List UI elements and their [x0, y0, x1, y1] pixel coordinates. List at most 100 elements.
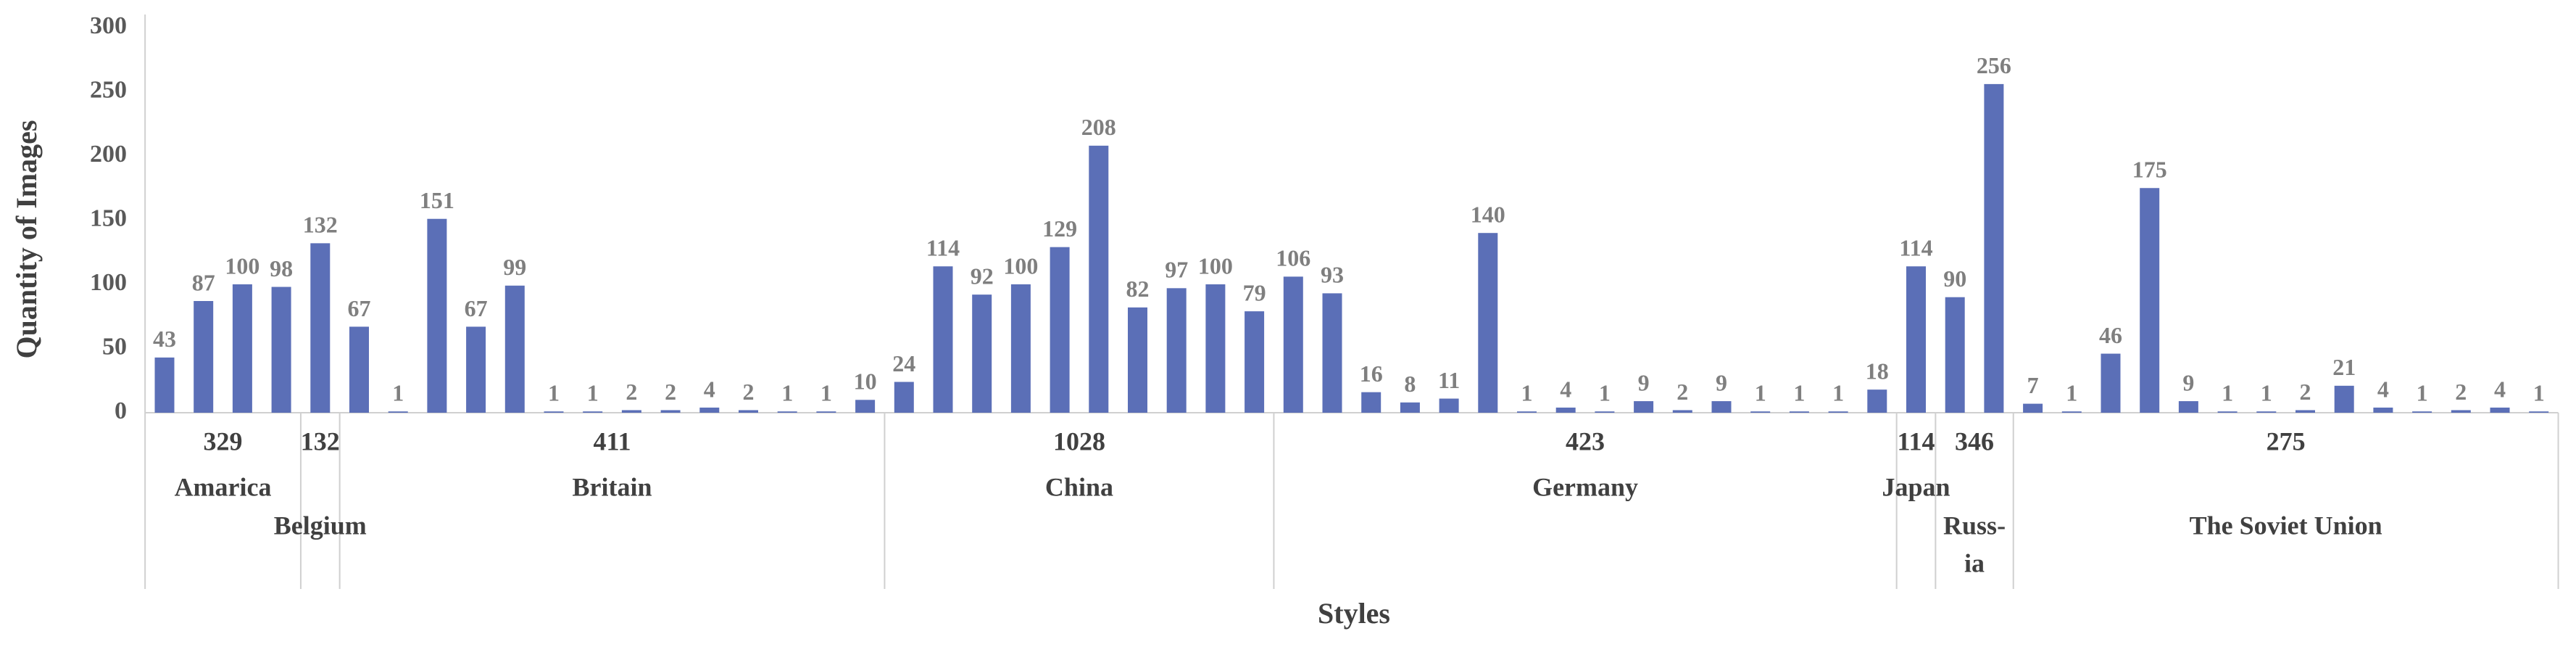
value-label: 92: [971, 263, 994, 289]
bar: [1128, 307, 1147, 413]
value-label: 1: [2417, 380, 2428, 406]
bar: [2529, 411, 2549, 413]
bar: [1245, 311, 1265, 413]
bar: [349, 326, 369, 413]
value-label: 175: [2132, 157, 2167, 183]
bar: [2061, 411, 2082, 413]
value-label: 4: [2377, 376, 2389, 402]
group-name: Belgium: [274, 511, 367, 540]
value-label: 87: [192, 269, 215, 295]
y-tick-label: 200: [90, 141, 127, 168]
bar: [1984, 83, 2004, 413]
bar: [2412, 411, 2432, 413]
bar: [466, 326, 486, 413]
bar: [660, 410, 681, 413]
value-label: 151: [420, 187, 454, 213]
bar: [2140, 188, 2160, 413]
y-tick-label: 150: [90, 205, 127, 231]
value-label: 2: [2455, 379, 2467, 405]
group-total: 114: [1897, 426, 1935, 456]
value-label: 4: [1560, 376, 1571, 402]
bar: [1750, 411, 1771, 413]
value-label: 9: [1638, 369, 1650, 395]
bar: [1867, 390, 1887, 413]
bar: [388, 411, 408, 413]
group-total: 411: [594, 426, 631, 456]
bar: [1400, 402, 1420, 413]
value-label: 1: [2533, 380, 2545, 406]
bar: [1322, 293, 1342, 413]
bar: [1517, 411, 1537, 413]
bar: [544, 411, 564, 413]
value-label: 129: [1042, 215, 1077, 242]
value-label: 114: [926, 235, 960, 261]
value-label: 4: [704, 376, 715, 402]
group-name: ia: [1964, 548, 1985, 577]
group-total: 275: [2267, 426, 2306, 456]
value-label: 43: [153, 326, 176, 352]
value-label: 11: [1438, 367, 1460, 393]
value-label: 1: [820, 380, 832, 406]
bar: [894, 382, 914, 413]
value-label: 1: [1755, 380, 1766, 406]
bar: [1906, 266, 1926, 413]
value-label: 100: [1198, 252, 1233, 279]
value-label: 9: [1716, 369, 1727, 395]
value-label: 2: [665, 379, 676, 405]
value-label: 1: [2222, 380, 2233, 406]
bar: [1789, 411, 1809, 413]
value-label: 208: [1081, 114, 1116, 140]
value-label: 1: [781, 380, 793, 406]
bar: [154, 357, 175, 413]
value-label: 1: [1832, 380, 1844, 406]
value-label: 10: [854, 368, 877, 395]
group-name: Amarica: [175, 472, 272, 501]
value-label: 1: [2066, 380, 2077, 406]
y-tick-label: 100: [90, 269, 127, 296]
value-label: 2: [1677, 379, 1688, 405]
bar: [1166, 288, 1187, 413]
bar: [427, 218, 447, 413]
value-label: 90: [1943, 265, 1966, 292]
value-label: 24: [892, 350, 915, 376]
bar: [1361, 392, 1382, 413]
value-label: 2: [2300, 379, 2311, 405]
value-label: 82: [1126, 276, 1150, 302]
value-label: 106: [1276, 245, 1310, 271]
bar: [855, 400, 876, 413]
bar: [2334, 385, 2354, 413]
group-total: 132: [301, 426, 340, 456]
bar: [621, 410, 641, 413]
value-label: 256: [1977, 52, 2011, 78]
bar: [310, 243, 331, 413]
bar: [583, 411, 603, 413]
bar: [972, 294, 992, 413]
value-label: 1: [1599, 380, 1611, 406]
bar: [2373, 407, 2393, 413]
bar: [1478, 233, 1498, 413]
bar: [2217, 411, 2238, 413]
x-axis-title: Styles: [1318, 597, 1390, 630]
value-label: 97: [1165, 257, 1188, 283]
bar: [816, 411, 836, 413]
group-total: 346: [1955, 426, 1994, 456]
bar: [777, 411, 797, 413]
bar: [1828, 411, 1848, 413]
value-label: 21: [2332, 354, 2356, 380]
bar: [504, 285, 525, 413]
value-label: 1: [587, 380, 599, 406]
value-label: 99: [503, 254, 526, 280]
value-label: 9: [2182, 369, 2194, 395]
bar: [2023, 403, 2043, 413]
bar: [1089, 145, 1109, 413]
value-label: 79: [1243, 280, 1266, 306]
group-name: Britain: [573, 472, 652, 501]
bar: [2451, 410, 2471, 413]
bar: [1283, 276, 1303, 413]
bar: [2178, 401, 2198, 413]
value-label: 100: [1003, 252, 1038, 279]
value-label: 140: [1471, 202, 1505, 228]
value-label: 114: [1899, 235, 1932, 261]
bar: [232, 284, 252, 413]
